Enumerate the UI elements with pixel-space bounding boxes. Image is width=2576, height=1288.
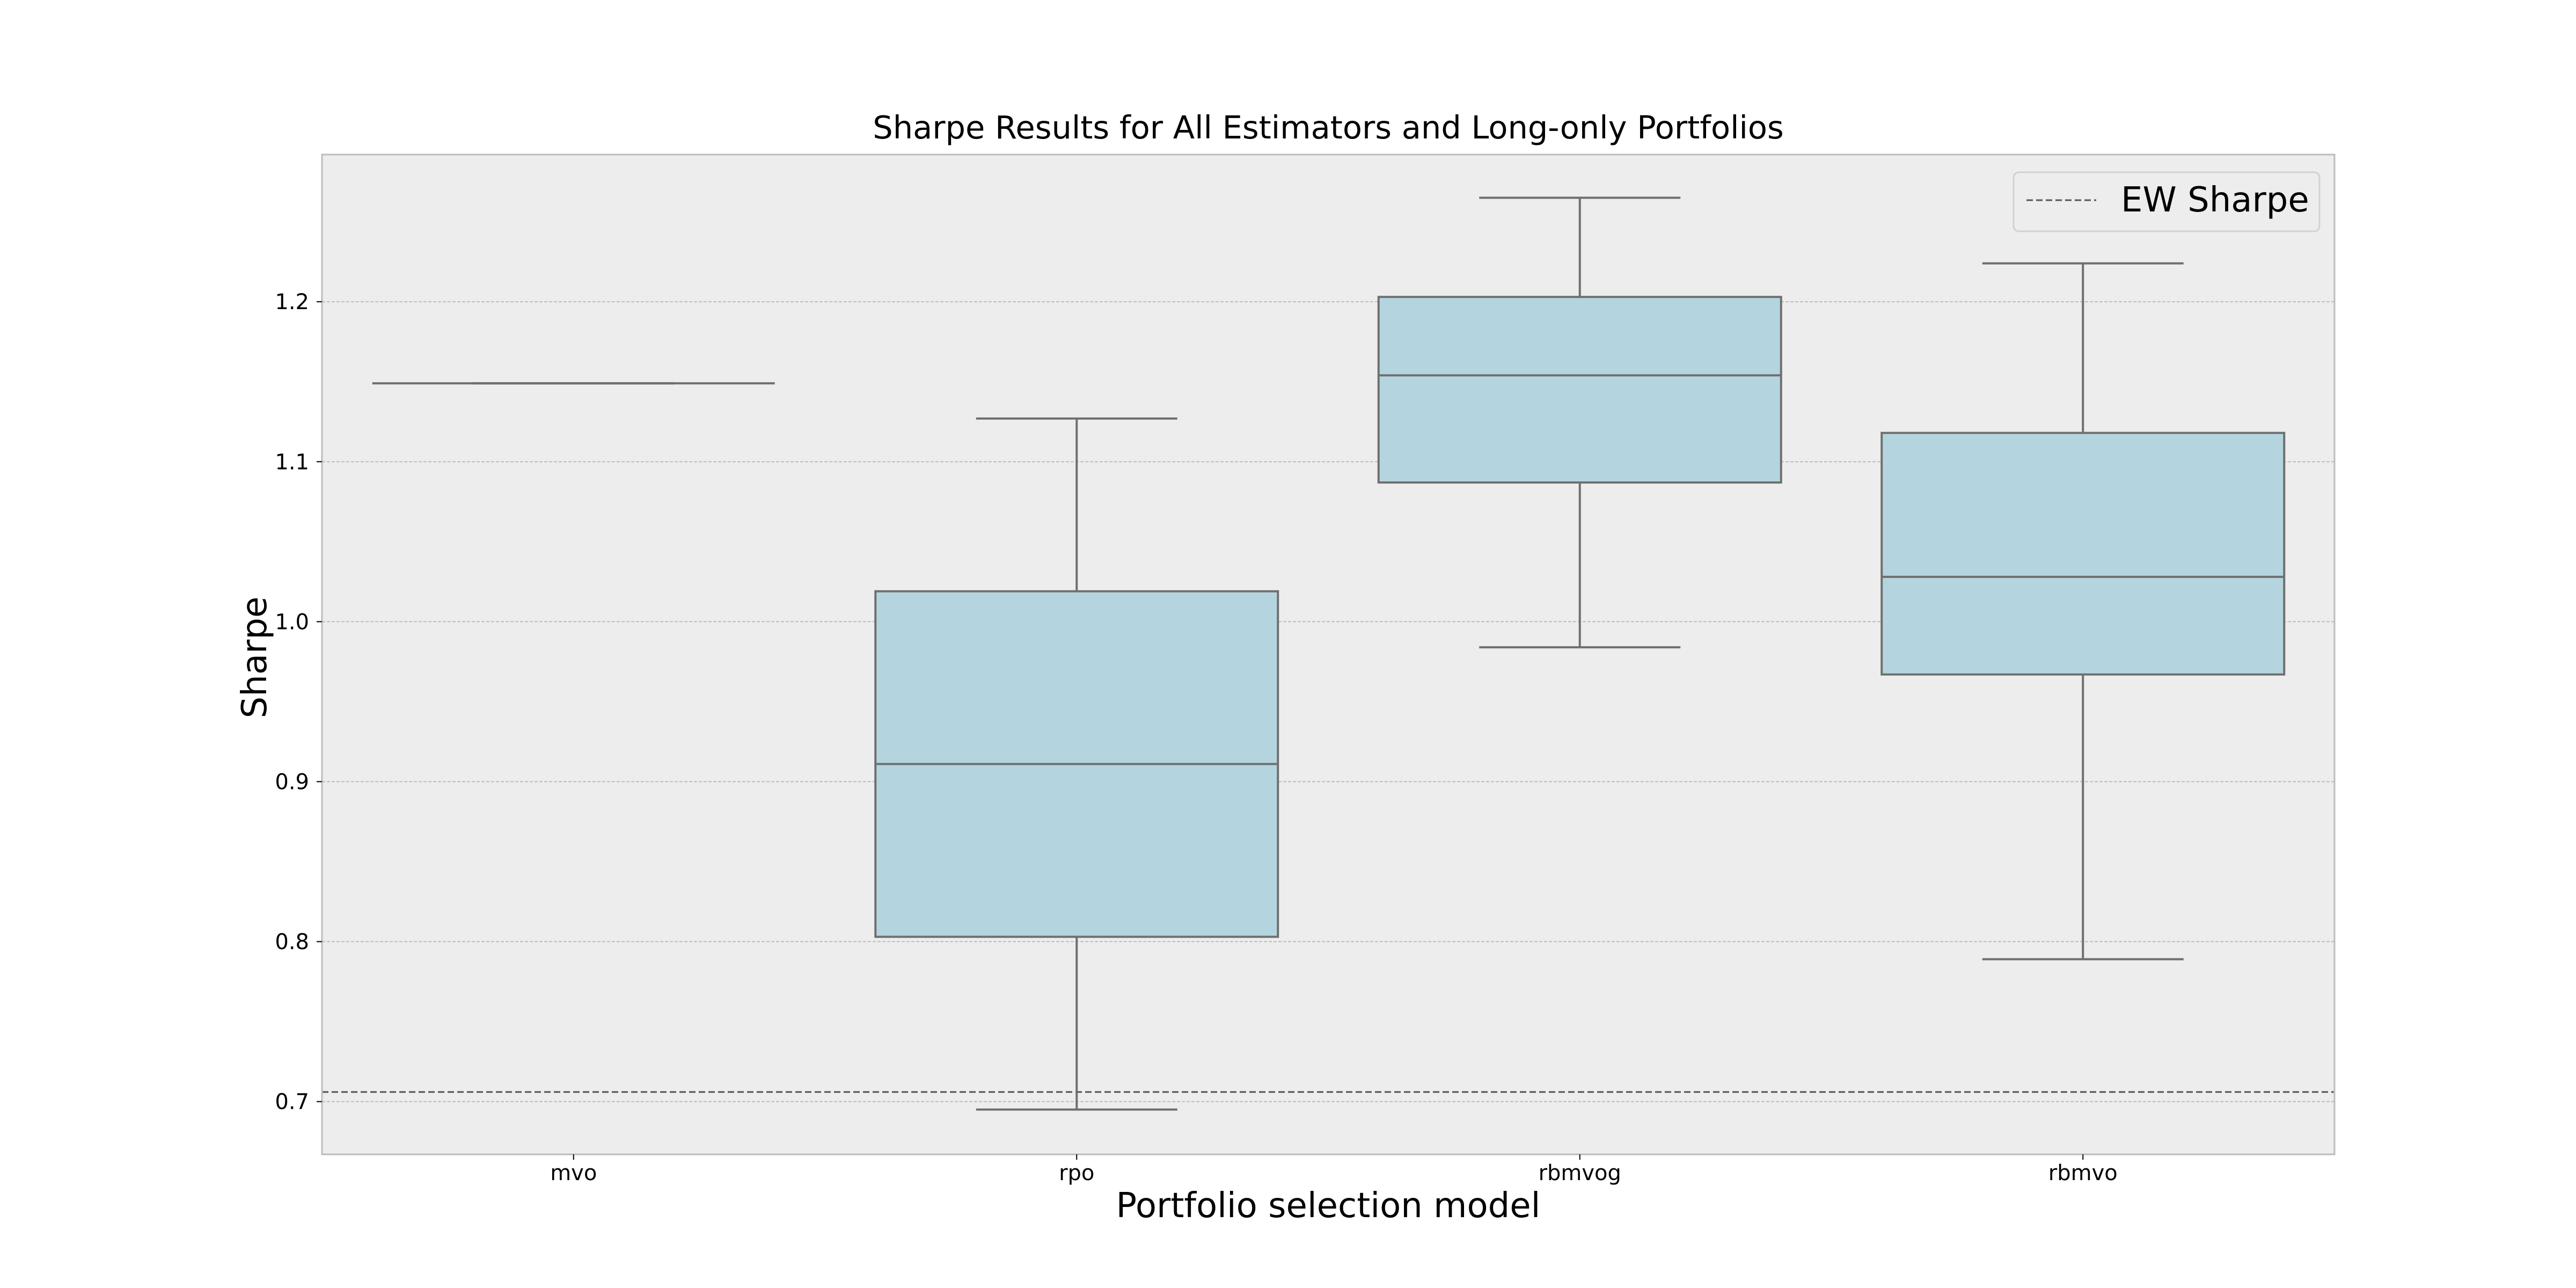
x-tick-label-rbmvo: rbmvo (2048, 1161, 2118, 1185)
x-tick-label-rbmvog: rbmvog (1539, 1161, 1621, 1185)
y-tick-label: 1.1 (275, 450, 309, 474)
x-axis-label: Portfolio selection model (1116, 1186, 1541, 1226)
y-tick-label: 0.9 (275, 770, 309, 794)
legend-ew-sharpe-label: EW Sharpe (2121, 180, 2309, 220)
y-tick-label: 0.7 (275, 1090, 309, 1115)
box-iqr (1880, 431, 2286, 676)
grid-lines (322, 301, 2334, 1102)
box-iqr (1377, 296, 1782, 484)
x-tick-label-mvo: mvo (550, 1161, 597, 1185)
legend: EW Sharpe (2012, 171, 2321, 232)
x-tick-label-rpo: rpo (1059, 1161, 1094, 1185)
y-tick-label: 1.2 (275, 290, 309, 314)
chart-title: Sharpe Results for All Estimators and Lo… (873, 109, 1783, 146)
legend-frame (2012, 171, 2321, 232)
box-rpo (874, 417, 1279, 1111)
plot-area-frame (321, 153, 2336, 1155)
box-rbmvo (1880, 262, 2286, 961)
y-axis-label: Sharpe (235, 597, 275, 719)
y-tick-label: 1.0 (275, 610, 309, 634)
y-tick-label: 0.8 (275, 930, 309, 955)
y-tick-labels: 0.7 0.8 0.9 1.0 1.1 1.2 (275, 290, 322, 1115)
box-rbmvog (1377, 196, 1782, 649)
x-tick-labels: mvo rpo rbmvog rbmvo (550, 1154, 2118, 1185)
box-layer (372, 196, 2286, 1111)
